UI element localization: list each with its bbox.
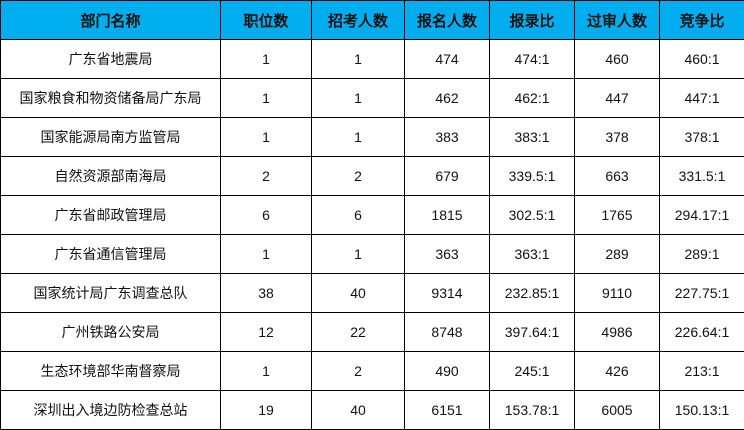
table-row: 广东省通信管理局 1 1 363 363:1 289 289:1	[0, 234, 744, 274]
cell-competition-ratio: 447:1	[659, 78, 744, 118]
cell-competition-ratio: 460:1	[659, 39, 744, 79]
cell-position-count: 1	[220, 117, 312, 157]
table-row: 广东省地震局 1 1 474 474:1 460 460:1	[0, 39, 744, 79]
cell-department-name: 国家统计局广东调查总队	[0, 273, 221, 313]
cell-position-count: 1	[220, 39, 312, 79]
cell-department-name: 国家能源局南方监管局	[0, 117, 221, 157]
cell-department-name: 深圳出入境边防检查总站	[0, 390, 221, 430]
cell-competition-ratio: 226.64:1	[659, 312, 744, 352]
cell-department-name: 广东省邮政管理局	[0, 195, 221, 235]
cell-department-name: 国家粮食和物资储备局广东局	[0, 78, 221, 118]
cell-apply-ratio: 339.5:1	[489, 156, 575, 196]
cell-position-count: 1	[220, 234, 312, 274]
cell-department-name: 自然资源部南海局	[0, 156, 221, 196]
cell-apply-ratio: 245:1	[489, 351, 575, 391]
cell-applicant-count: 8748	[404, 312, 490, 352]
cell-position-count: 2	[220, 156, 312, 196]
cell-department-name: 广东省地震局	[0, 39, 221, 79]
cell-recruit-count: 40	[311, 273, 405, 313]
cell-applicant-count: 474	[404, 39, 490, 79]
cell-competition-ratio: 289:1	[659, 234, 744, 274]
cell-recruit-count: 1	[311, 234, 405, 274]
header-apply-ratio: 报录比	[489, 0, 575, 40]
cell-apply-ratio: 363:1	[489, 234, 575, 274]
cell-applicant-count: 462	[404, 78, 490, 118]
cell-approved-count: 9110	[574, 273, 660, 313]
cell-apply-ratio: 153.78:1	[489, 390, 575, 430]
cell-department-name: 生态环境部华南督察局	[0, 351, 221, 391]
cell-department-name: 广州铁路公安局	[0, 312, 221, 352]
cell-approved-count: 447	[574, 78, 660, 118]
header-row: 部门名称 职位数 招考人数 报名人数 报录比 过审人数 竞争比	[0, 0, 744, 40]
cell-position-count: 19	[220, 390, 312, 430]
header-department-name: 部门名称	[0, 0, 221, 40]
cell-applicant-count: 679	[404, 156, 490, 196]
cell-apply-ratio: 462:1	[489, 78, 575, 118]
table-row: 国家统计局广东调查总队 38 40 9314 232.85:1 9110 227.75:1	[0, 273, 744, 313]
header-recruit-count: 招考人数	[311, 0, 405, 40]
cell-competition-ratio: 227.75:1	[659, 273, 744, 313]
cell-recruit-count: 40	[311, 390, 405, 430]
table-row: 自然资源部南海局 2 2 679 339.5:1 663 331.5:1	[0, 156, 744, 196]
cell-applicant-count: 490	[404, 351, 490, 391]
cell-applicant-count: 6151	[404, 390, 490, 430]
cell-recruit-count: 1	[311, 39, 405, 79]
cell-approved-count: 6005	[574, 390, 660, 430]
cell-recruit-count: 1	[311, 117, 405, 157]
table-row: 国家粮食和物资储备局广东局 1 1 462 462:1 447 447:1	[0, 78, 744, 118]
header-approved-count: 过审人数	[574, 0, 660, 40]
cell-department-name: 广东省通信管理局	[0, 234, 221, 274]
cell-recruit-count: 2	[311, 351, 405, 391]
cell-approved-count: 1765	[574, 195, 660, 235]
cell-position-count: 1	[220, 351, 312, 391]
cell-apply-ratio: 397.64:1	[489, 312, 575, 352]
table-row: 深圳出入境边防检查总站 19 40 6151 153.78:1 6005 150.13:1	[0, 390, 744, 430]
cell-competition-ratio: 378:1	[659, 117, 744, 157]
cell-approved-count: 460	[574, 39, 660, 79]
cell-recruit-count: 6	[311, 195, 405, 235]
cell-position-count: 1	[220, 78, 312, 118]
cell-competition-ratio: 331.5:1	[659, 156, 744, 196]
cell-recruit-count: 1	[311, 78, 405, 118]
cell-apply-ratio: 474:1	[489, 39, 575, 79]
cell-applicant-count: 1815	[404, 195, 490, 235]
table-row: 国家能源局南方监管局 1 1 383 383:1 378 378:1	[0, 117, 744, 157]
table-row: 生态环境部华南督察局 1 2 490 245:1 426 213:1	[0, 351, 744, 391]
cell-applicant-count: 363	[404, 234, 490, 274]
cell-competition-ratio: 294.17:1	[659, 195, 744, 235]
header-applicant-count: 报名人数	[404, 0, 490, 40]
cell-recruit-count: 22	[311, 312, 405, 352]
table-row: 广州铁路公安局 12 22 8748 397.64:1 4986 226.64:1	[0, 312, 744, 352]
cell-competition-ratio: 213:1	[659, 351, 744, 391]
cell-position-count: 38	[220, 273, 312, 313]
cell-competition-ratio: 150.13:1	[659, 390, 744, 430]
cell-applicant-count: 383	[404, 117, 490, 157]
cell-recruit-count: 2	[311, 156, 405, 196]
cell-position-count: 6	[220, 195, 312, 235]
cell-apply-ratio: 302.5:1	[489, 195, 575, 235]
cell-position-count: 12	[220, 312, 312, 352]
cell-approved-count: 426	[574, 351, 660, 391]
cell-applicant-count: 9314	[404, 273, 490, 313]
cell-approved-count: 4986	[574, 312, 660, 352]
table-row: 广东省邮政管理局 6 6 1815 302.5:1 1765 294.17:1	[0, 195, 744, 235]
cell-approved-count: 289	[574, 234, 660, 274]
cell-apply-ratio: 232.85:1	[489, 273, 575, 313]
header-position-count: 职位数	[220, 0, 312, 40]
cell-approved-count: 663	[574, 156, 660, 196]
cell-apply-ratio: 383:1	[489, 117, 575, 157]
header-competition-ratio: 竞争比	[659, 0, 744, 40]
cell-approved-count: 378	[574, 117, 660, 157]
